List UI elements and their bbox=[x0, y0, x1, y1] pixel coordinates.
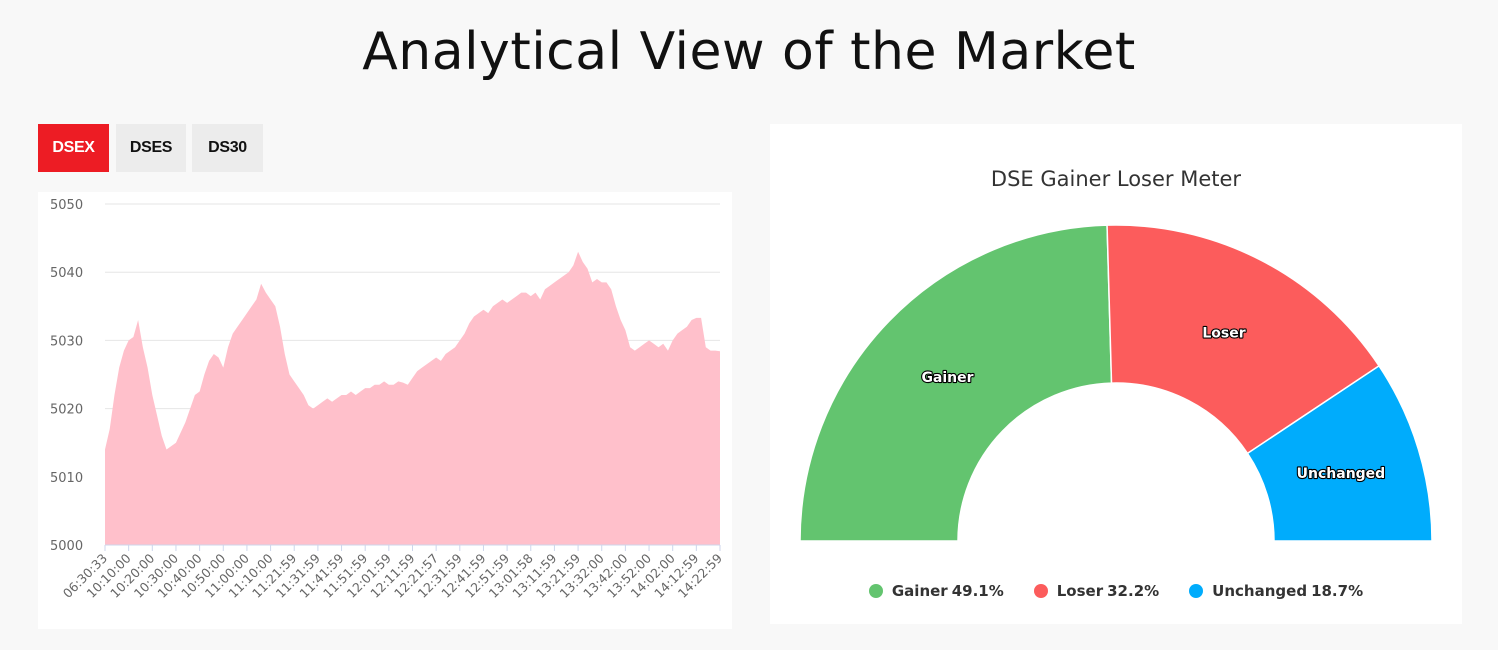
y-tick-label: 5010 bbox=[50, 471, 83, 486]
chart-title: DSE Gainer Loser Meter bbox=[991, 167, 1242, 191]
y-tick-label: 5040 bbox=[50, 266, 83, 281]
legend-value-loser: 32.2% bbox=[1107, 582, 1160, 600]
y-tick-label: 5000 bbox=[50, 539, 83, 554]
slice-unchanged[interactable] bbox=[1246, 364, 1433, 542]
tab-dsex[interactable]: DSEX bbox=[38, 124, 109, 172]
slice-label-gainer: Gainer bbox=[921, 370, 973, 386]
chart-legend: Gainer 49.1% Loser 32.2% Unchanged 18.7% bbox=[770, 579, 1462, 603]
legend-value-unchanged: 18.7% bbox=[1311, 582, 1364, 600]
legend-item-gainer[interactable]: Gainer 49.1% bbox=[868, 582, 1004, 600]
index-area-chart[interactable]: 50005010502050305040505006:30:3310:10:00… bbox=[38, 192, 732, 629]
legend-marker-unchanged bbox=[1189, 584, 1204, 598]
legend-item-loser[interactable]: Loser 32.2% bbox=[1033, 582, 1160, 600]
legend-label-gainer: Gainer bbox=[891, 582, 948, 600]
slice-loser[interactable] bbox=[1106, 224, 1381, 455]
legend-marker-gainer bbox=[868, 584, 883, 598]
y-tick-label: 5050 bbox=[50, 198, 83, 213]
gainer-loser-panel: DSE Gainer Loser Meter Gainer Loser Unchang… bbox=[770, 124, 1462, 624]
legend-label-unchanged: Unchanged bbox=[1212, 582, 1308, 600]
index-area-series[interactable] bbox=[105, 251, 720, 546]
slice-label-unchanged: Unchanged bbox=[1297, 466, 1386, 482]
index-chart-panel: 5000 5010 5020 5030 5040 5050 06:30:33 10:10:00… bbox=[38, 192, 732, 629]
legend-marker-loser bbox=[1033, 584, 1048, 598]
legend-value-gainer: 49.1% bbox=[951, 582, 1004, 600]
tab-dses[interactable]: DSES bbox=[116, 124, 186, 172]
tab-ds30[interactable]: DS30 bbox=[192, 124, 263, 172]
legend-label-loser: Loser bbox=[1056, 582, 1104, 600]
gainer-loser-meter-chart[interactable]: DSE Gainer Loser Meter Gainer Loser Unchang… bbox=[770, 124, 1462, 574]
y-tick-label: 5030 bbox=[50, 334, 83, 349]
legend-item-unchanged[interactable]: Unchanged 18.7% bbox=[1189, 582, 1363, 600]
slice-label-loser: Loser bbox=[1202, 325, 1245, 341]
y-tick-label: 5020 bbox=[50, 403, 83, 418]
page-title: Analytical View of the Market bbox=[362, 22, 1136, 82]
slice-gainer[interactable] bbox=[799, 224, 1113, 542]
